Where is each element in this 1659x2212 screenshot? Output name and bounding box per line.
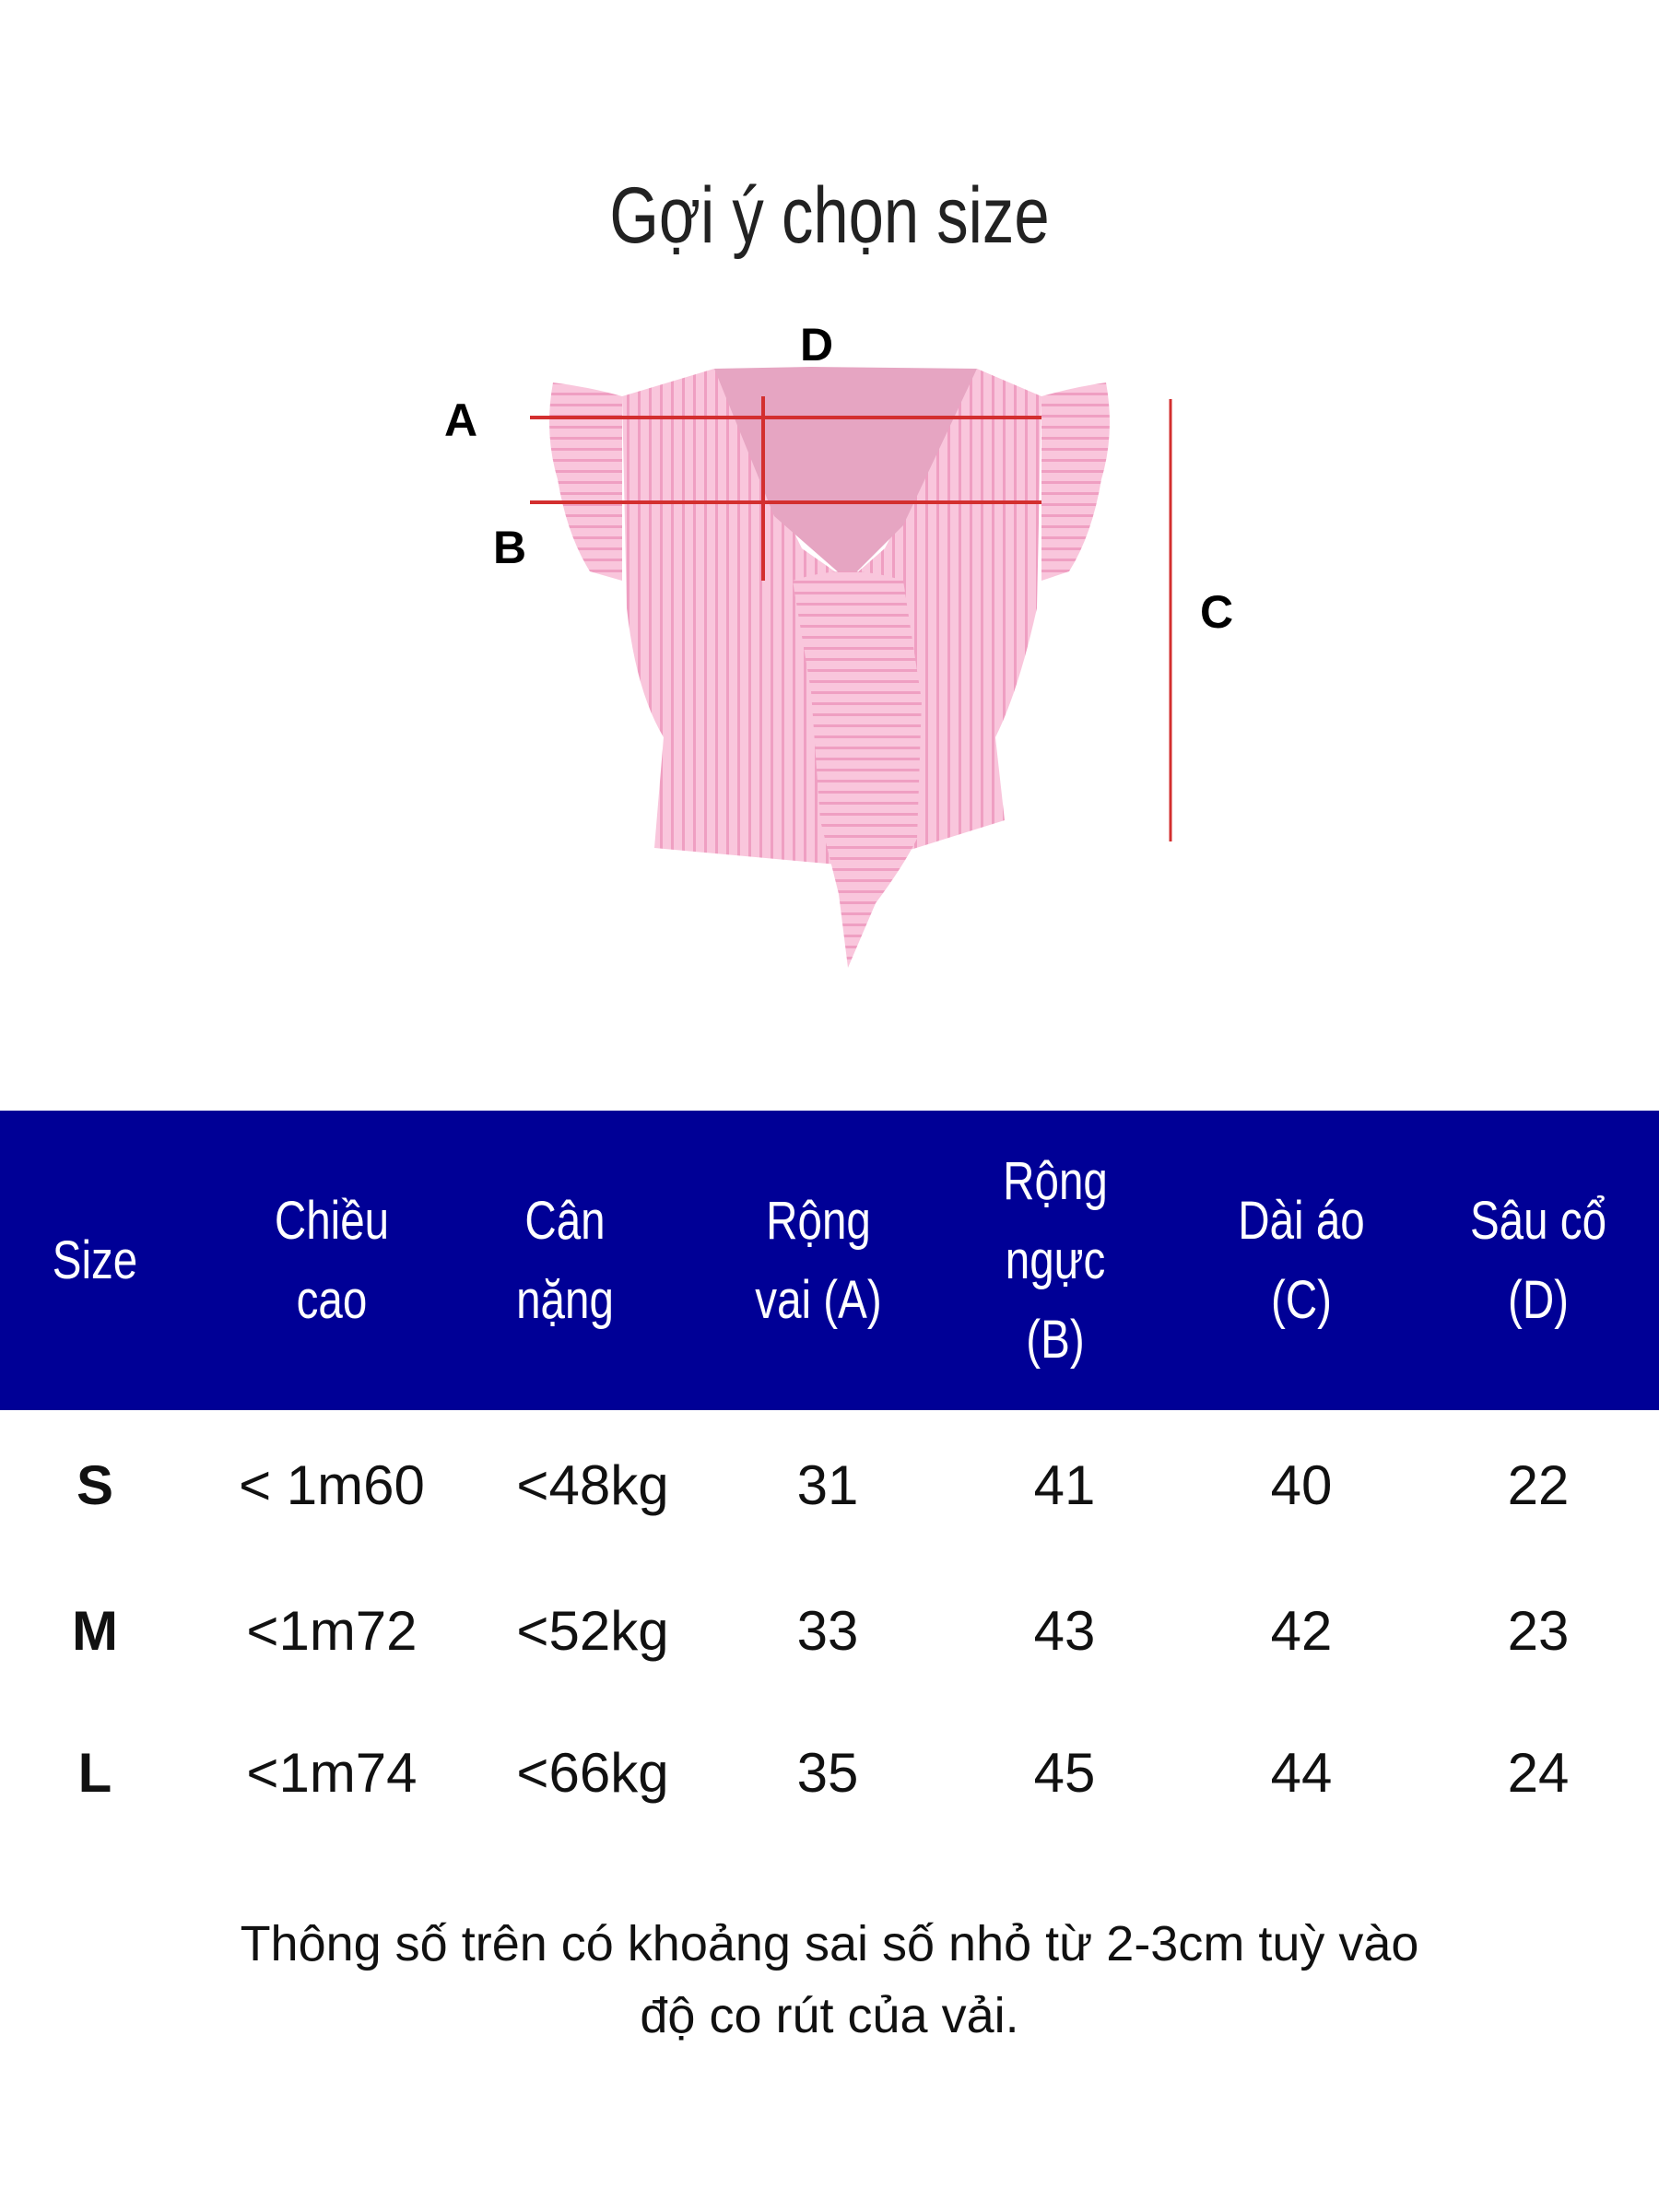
header-shoulder: Rộng vai (A) [755,1190,882,1330]
label-d: D [800,319,834,371]
page-title: Gợi ý chọn size [609,171,1050,260]
cell-weight: <66kg [516,1742,669,1804]
cell-neck-depth: 24 [1507,1742,1570,1804]
label-c: C [1200,586,1234,638]
cell-length: 44 [1270,1742,1333,1804]
label-b: B [493,522,527,573]
cell-height: < 1m60 [239,1454,425,1516]
neckline [714,367,977,581]
header-neck-depth: Sâu cổ (D) [1469,1190,1607,1330]
cell-chest: 43 [1033,1600,1096,1662]
header-length: Dài áo (C) [1238,1190,1365,1330]
header-weight: Cân nặng [516,1190,614,1330]
table-row: M <1m72 <52kg 33 43 42 23 [0,1585,1659,1677]
cell-neck-depth: 22 [1507,1454,1570,1516]
cell-height: <1m72 [246,1600,418,1662]
cell-shoulder: 31 [796,1454,859,1516]
cell-neck-depth: 23 [1507,1600,1570,1662]
header-height-text: Chiều cao [274,1190,390,1330]
cell-weight: <48kg [516,1454,669,1516]
cell-chest: 41 [1033,1454,1096,1516]
front-tie [793,571,922,968]
header-height: Chiều cao [241,1111,423,1410]
cell-chest: 45 [1033,1742,1096,1804]
cell-size: S [76,1454,114,1516]
cell-weight: <52kg [516,1600,669,1662]
cell-shoulder: 33 [796,1600,859,1662]
cell-height: <1m74 [246,1742,418,1804]
left-ruffle-sleeve [549,382,622,581]
cell-size: L [77,1742,112,1804]
header-size: Size [52,1230,138,1290]
table-row: L <1m74 <66kg 35 45 44 24 [0,1727,1659,1819]
label-a: A [444,394,478,446]
cell-length: 40 [1270,1454,1333,1516]
note-line-1: Thông số trên có khoảng sai số nhỏ từ 2-… [240,1916,1419,1971]
cell-size: M [72,1600,118,1662]
cell-length: 42 [1270,1600,1333,1662]
table-row: S < 1m60 <48kg 31 41 40 22 [0,1440,1659,1532]
right-ruffle-sleeve [1041,382,1110,581]
size-table-header: Size Chiều cao Cân nặng Rộng vai (A) Rộn… [0,1111,1659,1410]
tolerance-note: Thông số trên có khoảng sai số nhỏ từ 2-… [0,1908,1659,2052]
garment-illustration [530,367,1172,968]
garment-diagram: A B C D [406,304,1253,1041]
cell-shoulder: 35 [796,1742,859,1804]
header-chest: Rộng ngực (B) [1003,1150,1108,1370]
note-line-2: độ co rút của vải. [640,1988,1019,2043]
